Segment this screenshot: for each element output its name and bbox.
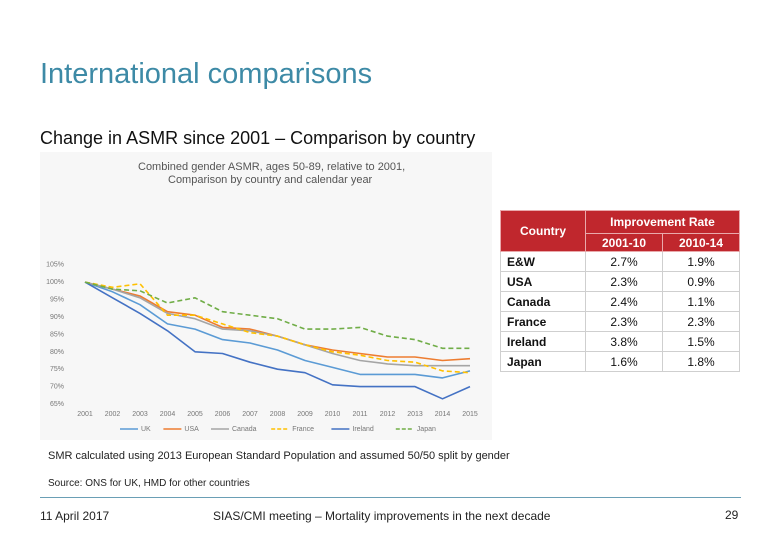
footer-date: 11 April 2017 xyxy=(40,509,110,523)
x-tick-label: 2001 xyxy=(77,411,93,418)
y-tick-label: 100% xyxy=(46,279,64,286)
row-rate-2001-10: 3.8% xyxy=(585,331,663,352)
slide-subtitle: Change in ASMR since 2001 – Comparison b… xyxy=(40,128,476,148)
page-number: 29 xyxy=(725,508,739,522)
x-tick-label: 2010 xyxy=(325,411,341,418)
table-row: France 2.3% 2.3% xyxy=(500,311,741,332)
chart-container: Combined gender ASMR, ages 50-89, relati… xyxy=(40,152,492,440)
row-rate-2010-14: 1.1% xyxy=(661,291,741,312)
x-tick-label: 2002 xyxy=(105,411,121,418)
row-rate-2001-10: 1.6% xyxy=(585,351,663,372)
y-tick-label: 75% xyxy=(50,366,64,373)
x-tick-label: 2009 xyxy=(297,411,313,418)
table-row: Japan 1.6% 1.8% xyxy=(500,351,741,372)
x-tick-label: 2014 xyxy=(435,411,451,418)
y-tick-label: 85% xyxy=(50,331,64,338)
header-period-2: 2010-14 xyxy=(661,233,741,252)
header-improvement-rate: Improvement Rate xyxy=(585,210,740,234)
row-country: Ireland xyxy=(500,331,586,352)
series-line-usa xyxy=(84,281,471,362)
row-rate-2001-10: 2.4% xyxy=(585,291,663,312)
table-row: USA 2.3% 0.9% xyxy=(500,271,741,292)
header-period-1: 2001-10 xyxy=(585,233,663,252)
row-country: USA xyxy=(500,271,586,292)
row-country: Japan xyxy=(500,351,586,372)
chart-title-line1: Combined gender ASMR, ages 50-89, relati… xyxy=(138,161,405,173)
legend-label-japan: Japan xyxy=(417,426,436,433)
header-country: Country xyxy=(500,210,586,252)
footer-event: SIAS/CMI meeting – Mortality improvement… xyxy=(213,509,551,523)
row-rate-2010-14: 2.3% xyxy=(661,311,741,332)
y-tick-label: 105% xyxy=(46,262,64,269)
slide-title: International comparisons xyxy=(40,58,373,90)
series-line-france xyxy=(84,281,471,374)
table-row: Canada 2.4% 1.1% xyxy=(500,291,741,312)
x-tick-label: 2008 xyxy=(270,411,286,418)
x-tick-label: 2003 xyxy=(132,411,148,418)
row-rate-2010-14: 1.9% xyxy=(661,251,741,272)
x-tick-label: 2004 xyxy=(160,411,176,418)
row-rate-2010-14: 1.8% xyxy=(661,351,741,372)
x-tick-label: 2015 xyxy=(462,411,478,418)
asmr-line-chart: Combined gender ASMR, ages 50-89, relati… xyxy=(46,161,478,433)
series-line-japan xyxy=(84,281,470,350)
y-tick-label: 70% xyxy=(50,384,64,391)
improvement-rate-table: Country Improvement Rate 2001-10 2010-14… xyxy=(500,210,741,372)
row-rate-2010-14: 0.9% xyxy=(661,271,741,292)
chart-title-line2: Comparison by country and calendar year xyxy=(168,174,373,186)
series-line-canada xyxy=(84,281,470,367)
x-tick-label: 2006 xyxy=(215,411,231,418)
legend-label-uk: UK xyxy=(141,426,151,433)
series-line-uk xyxy=(84,281,471,379)
row-country: Canada xyxy=(500,291,586,312)
row-country: France xyxy=(500,311,586,332)
table-row: Ireland 3.8% 1.5% xyxy=(500,331,741,352)
legend-label-canada: Canada xyxy=(232,426,257,433)
x-tick-label: 2013 xyxy=(407,411,423,418)
x-tick-label: 2005 xyxy=(187,411,203,418)
row-rate-2001-10: 2.3% xyxy=(585,311,663,332)
source-note: Source: ONS for UK, HMD for other countr… xyxy=(48,478,250,489)
legend-label-usa: USA xyxy=(184,426,199,433)
row-country: E&W xyxy=(500,251,586,272)
y-tick-label: 95% xyxy=(50,297,64,304)
methodology-note: SMR calculated using 2013 European Stand… xyxy=(48,450,510,462)
y-tick-label: 80% xyxy=(50,349,64,356)
x-tick-label: 2012 xyxy=(380,411,396,418)
table-row: E&W 2.7% 1.9% xyxy=(500,251,741,272)
x-tick-label: 2011 xyxy=(352,411,367,418)
row-rate-2010-14: 1.5% xyxy=(661,331,741,352)
legend-label-france: France xyxy=(292,426,314,433)
y-tick-label: 90% xyxy=(50,314,64,321)
x-tick-label: 2007 xyxy=(242,411,258,418)
y-tick-label: 65% xyxy=(50,401,64,408)
footer-divider xyxy=(40,497,741,498)
row-rate-2001-10: 2.7% xyxy=(585,251,663,272)
series-line-ireland xyxy=(84,281,471,400)
legend-label-ireland: Ireland xyxy=(352,426,374,433)
row-rate-2001-10: 2.3% xyxy=(585,271,663,292)
